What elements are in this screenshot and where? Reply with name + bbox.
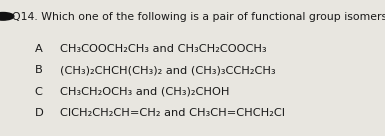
Text: D: D xyxy=(35,108,44,118)
Text: CH₃CH₂OCH₃ and (CH₃)₂CHOH: CH₃CH₂OCH₃ and (CH₃)₂CHOH xyxy=(60,87,229,97)
Text: ClCH₂CH₂CH=CH₂ and CH₃CH=CHCH₂Cl: ClCH₂CH₂CH=CH₂ and CH₃CH=CHCH₂Cl xyxy=(60,108,285,118)
Text: B: B xyxy=(35,65,42,75)
Text: Q14. Which one of the following is a pair of functional group isomers?: Q14. Which one of the following is a pai… xyxy=(12,12,385,22)
Text: C: C xyxy=(35,87,42,97)
Circle shape xyxy=(0,13,14,20)
Text: A: A xyxy=(35,44,42,54)
Text: CH₃COOCH₂CH₃ and CH₃CH₂COOCH₃: CH₃COOCH₂CH₃ and CH₃CH₂COOCH₃ xyxy=(60,44,266,54)
Text: (CH₃)₂CHCH(CH₃)₂ and (CH₃)₃CCH₂CH₃: (CH₃)₂CHCH(CH₃)₂ and (CH₃)₃CCH₂CH₃ xyxy=(60,65,275,75)
